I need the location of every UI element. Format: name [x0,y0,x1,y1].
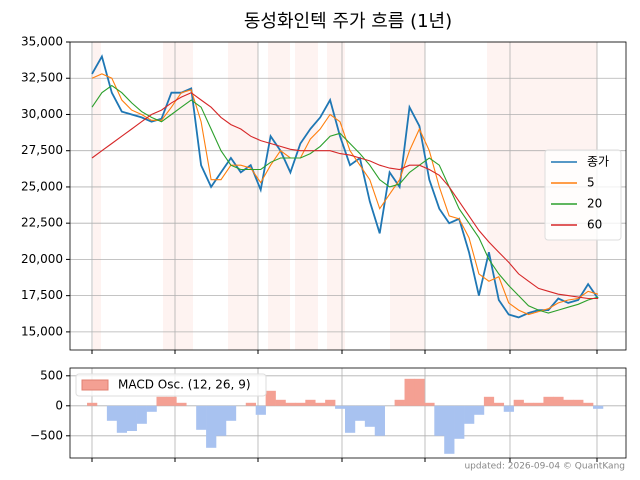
macd-bar [543,396,554,406]
y-tick-label: 30,000 [21,107,63,121]
macd-bar [325,399,336,406]
macd-bar [374,405,385,436]
macd-bar [126,405,137,431]
macd-bar [305,399,316,406]
price-line [91,54,599,319]
macd-bar [573,399,584,406]
macd-bar [553,396,564,406]
band [228,42,258,350]
macd-bar [106,405,118,421]
macd-bar [513,399,524,406]
macd-bar [404,378,415,406]
macd-bar [285,402,296,406]
macd-bar [394,399,405,406]
legend-label: 5 [587,176,595,190]
macd-bar [166,396,177,406]
legend-label: 60 [587,218,602,232]
macd-bar [255,405,266,415]
band [268,42,290,350]
price-line [91,84,599,314]
y-tick-label: 17,500 [21,288,63,302]
y-tick-label: 35,000 [21,35,63,49]
axes-frame [69,367,627,459]
chart-title: 동성화인텍 주가 흐름 (1년) [244,11,452,32]
axes-frame [69,41,627,351]
legend-label: 20 [587,197,602,211]
macd-bar [424,402,435,406]
macd-bar [196,405,207,430]
macd-bar [483,396,495,406]
y-tick-label: 27,500 [21,143,63,157]
macd-bar [563,399,574,406]
y-tick-label: 22,500 [21,216,63,230]
macd-bar [493,402,505,406]
macd-bar [583,402,594,406]
macd-bar [464,405,475,424]
macd-bar [473,405,485,415]
macd-bar [444,405,455,454]
macd-bar [345,405,356,433]
y-tick-label: 0 [55,398,63,412]
macd-bar [364,405,376,427]
price-line [91,92,598,300]
macd-bar [216,405,227,436]
band [295,42,318,350]
band [93,42,101,350]
band [390,42,425,350]
legend-box [75,373,267,397]
macd-bar [87,402,98,406]
macd-bar [265,390,276,406]
footer: updated: 2026-09-04 © QuantKang [464,462,625,472]
macd-bar [295,402,306,406]
macd-bar [315,402,326,406]
macd-bar [245,402,257,406]
y-tick-label: 15,000 [21,324,63,338]
macd-bar [354,405,366,421]
band [327,42,345,350]
macd-bar [206,405,217,448]
macd-bar [116,405,128,433]
macd-bar [414,378,425,406]
macd-bar [335,405,346,409]
macd-bar [593,405,604,409]
macd-bar [434,405,445,436]
macd-bar [533,402,544,406]
macd-bar [156,396,167,406]
y-tick-label: 20,000 [21,252,63,266]
y-tick-label: 25,000 [21,179,63,193]
macd-bar [503,405,514,412]
y-tick-label: 500 [40,368,63,382]
macd-bar [523,402,534,406]
macd-bar [146,405,157,412]
macd-bar [275,399,286,406]
y-tick-label: −500 [30,428,63,442]
macd-bar [136,405,147,424]
legend-label: MACD Osc. (12, 26, 9) [118,378,251,392]
legend-box [544,149,622,241]
macd-bar [176,402,187,406]
legend-label: 종가 [587,155,609,169]
highlight-bands [93,42,597,350]
y-tick-label: 32,500 [21,71,63,85]
macd-bar [225,405,237,421]
macd-bar [454,405,465,439]
band [163,42,193,350]
legend-swatch [81,379,109,391]
